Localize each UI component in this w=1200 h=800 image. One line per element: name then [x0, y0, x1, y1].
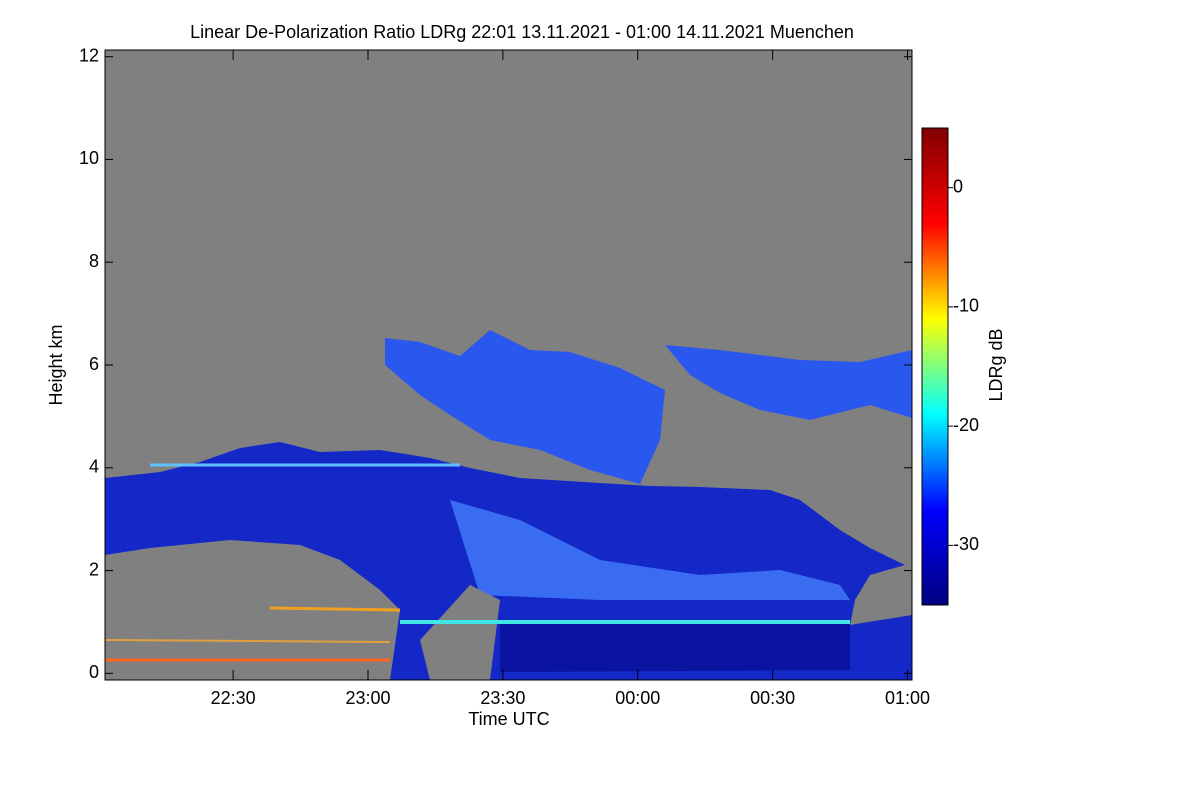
x-tick-label: 23:30	[480, 688, 525, 708]
x-tick-label: 00:00	[615, 688, 660, 708]
colorbar-tick-label: -20	[953, 415, 979, 435]
y-tick-label: 0	[89, 662, 99, 682]
y-tick-label: 8	[89, 251, 99, 271]
y-axis-label: Height km	[46, 324, 66, 405]
x-tick-label: 01:00	[885, 688, 930, 708]
x-axis-label: Time UTC	[468, 709, 549, 729]
colorbar-tick-label: -10	[953, 296, 979, 316]
y-tick-label: 12	[79, 45, 99, 65]
colorbar-tick-label: -30	[953, 534, 979, 554]
chart-title: Linear De-Polarization Ratio LDRg 22:01 …	[190, 22, 854, 42]
colorbar-tick-label: 0	[953, 176, 963, 196]
colorbar-label: LDRg dB	[986, 328, 1006, 401]
heatmap-image	[105, 50, 912, 680]
colorbar	[921, 127, 949, 606]
y-tick-label: 6	[89, 354, 99, 374]
x-tick-label: 00:30	[750, 688, 795, 708]
x-tick-label: 23:00	[345, 688, 390, 708]
x-tick-label: 22:30	[211, 688, 256, 708]
y-tick-label: 2	[89, 559, 99, 579]
y-tick-label: 4	[89, 457, 99, 477]
y-tick-label: 10	[79, 148, 99, 168]
